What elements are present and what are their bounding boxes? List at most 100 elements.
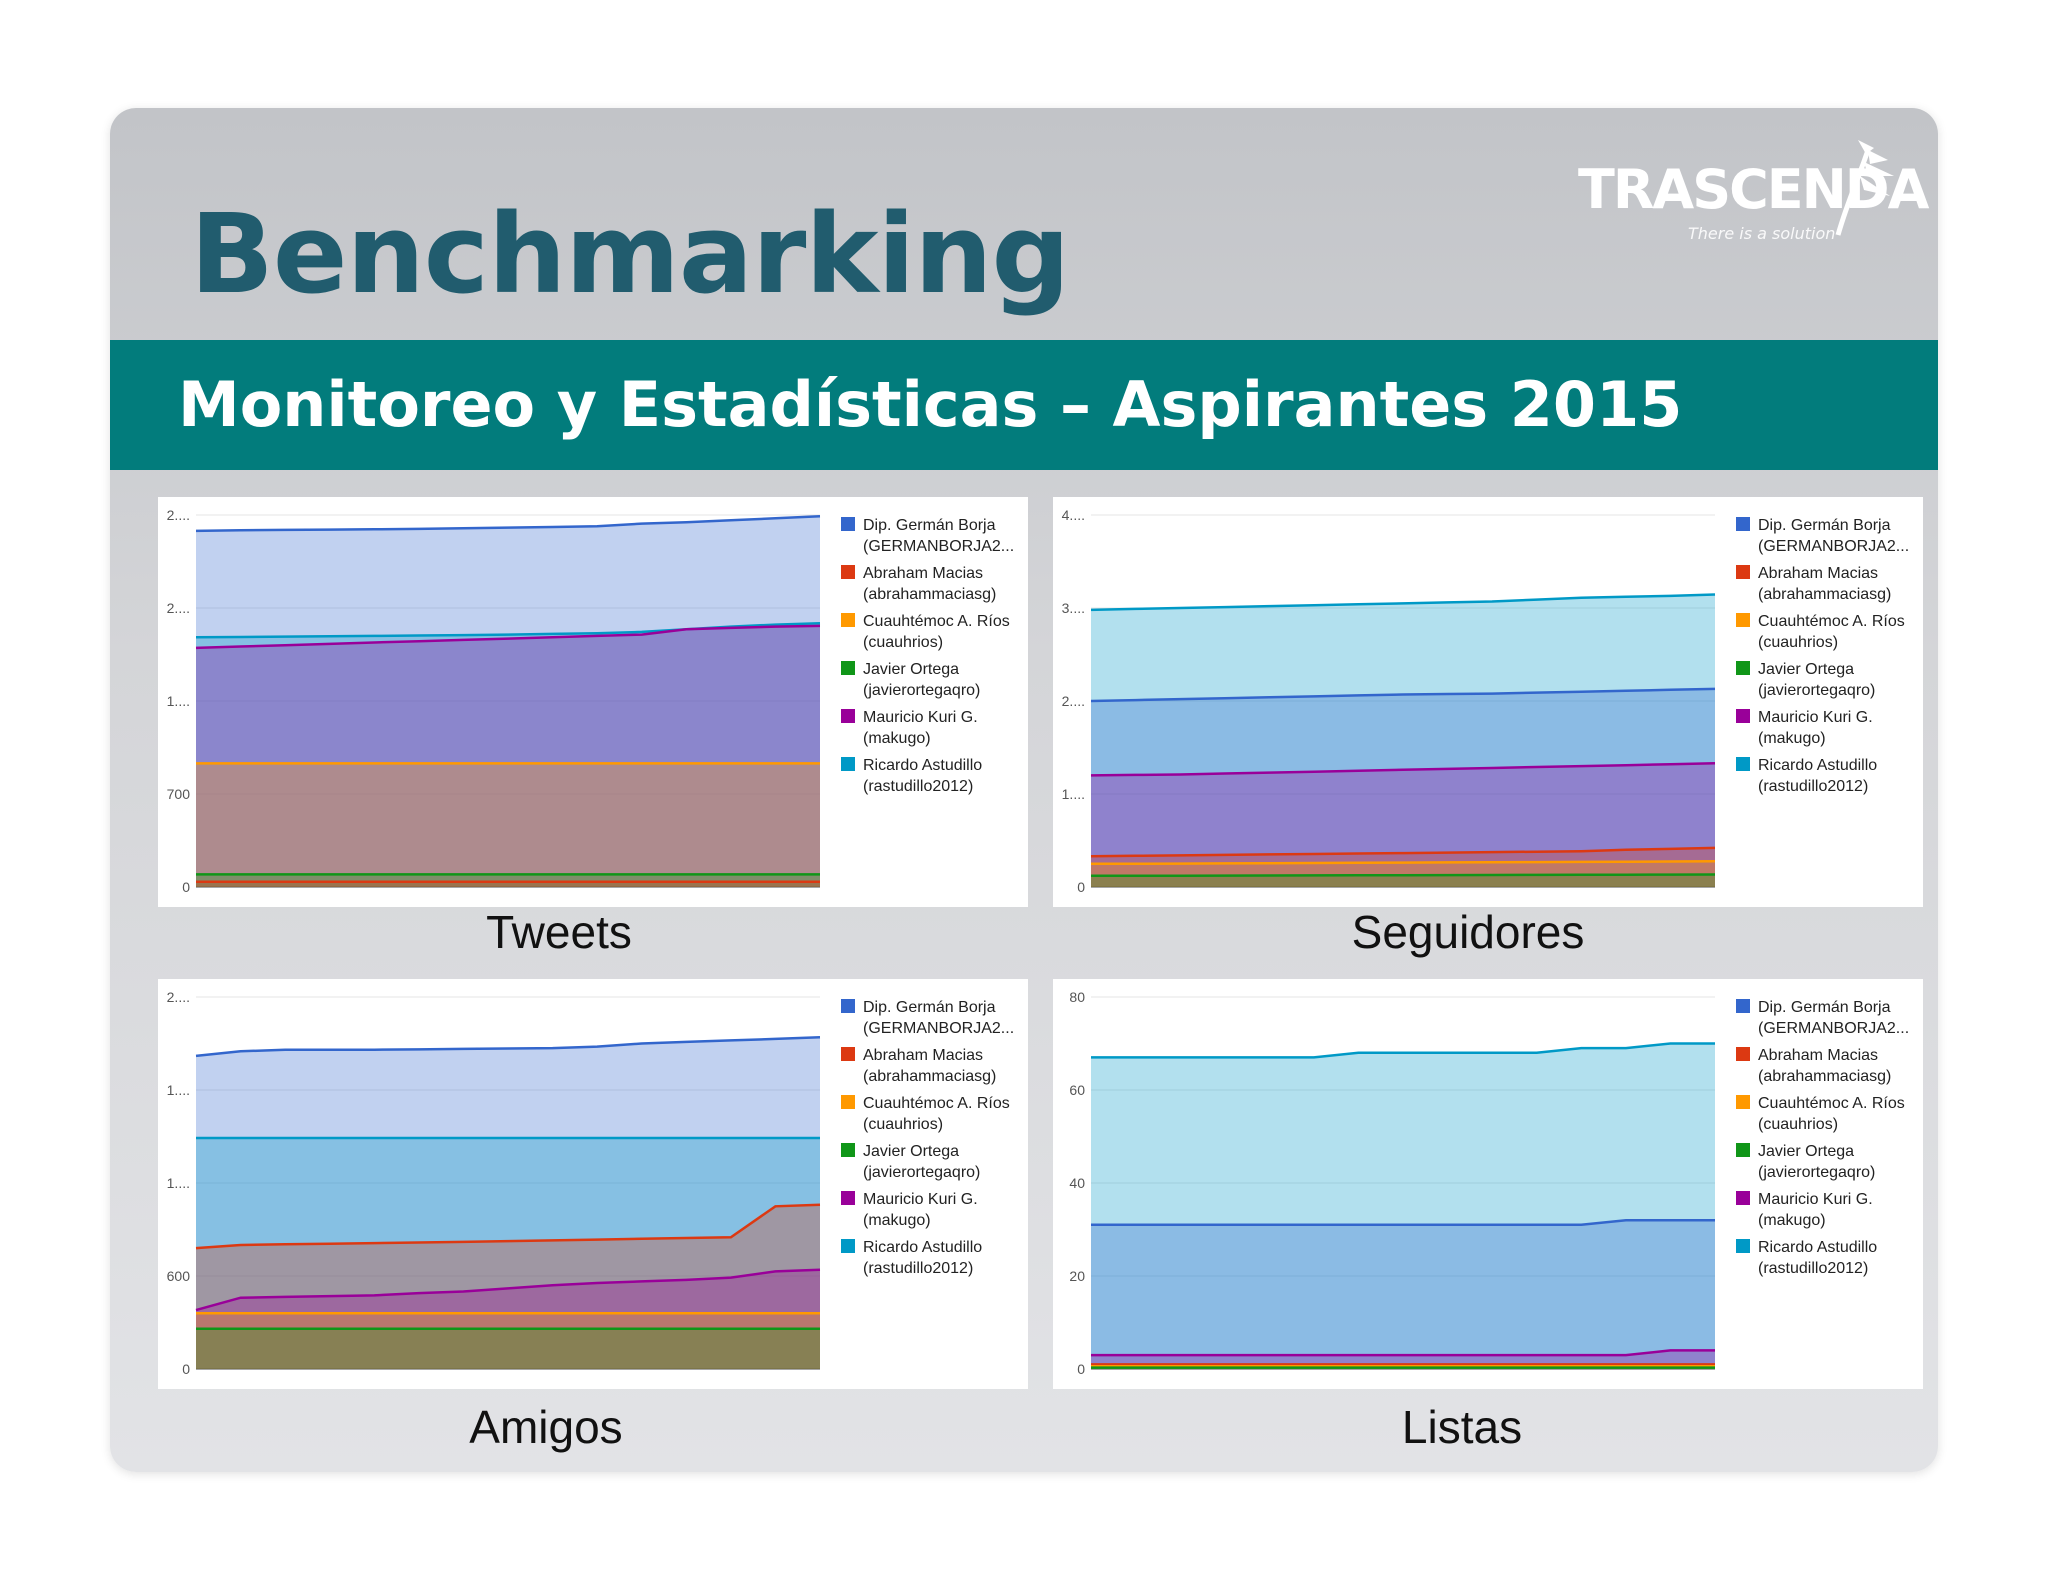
- logo-text: TRASCENDA: [1578, 158, 1929, 221]
- logo-tagline: There is a solution: [1688, 224, 1836, 243]
- legend-label: Dip. Germán Borja: [863, 517, 996, 534]
- legend-label: Abraham Macias: [863, 1047, 983, 1064]
- area-dip-german-borja: [1091, 688, 1715, 887]
- line-ricardo-astudillo: [1090, 593, 1716, 612]
- line-abraham-macias: [1090, 846, 1716, 858]
- area-dip-german-borja: [196, 516, 820, 887]
- legend-sublabel: (cuauhrios): [1758, 1116, 1838, 1133]
- legend-sublabel: (makugo): [1758, 730, 1826, 747]
- y-tick-label: 2....: [167, 989, 190, 1005]
- legend-sublabel: (cuauhrios): [1758, 634, 1838, 651]
- chart-panel-seguidores: 0 1.... 2.... 3.... 4.... Dip. Germán Borja (G…: [1053, 497, 1923, 907]
- area-abraham-macias: [1091, 847, 1715, 887]
- legend-sublabel: (javierortegaqro): [863, 682, 980, 699]
- area-mauricio-kuri-g: [196, 625, 820, 887]
- area-mauricio-kuri-g: [1091, 763, 1715, 887]
- legend-label: Abraham Macias: [1758, 1047, 1878, 1064]
- chart-caption-seguidores: Seguidores: [1351, 906, 1585, 958]
- legend-swatch: [1736, 999, 1750, 1013]
- trascenda-logo: TRASCENDA There is a solution: [1578, 140, 1929, 250]
- y-tick-label: 60: [1069, 1082, 1085, 1098]
- line-dip-german-borja: [1091, 1218, 1715, 1227]
- legend-sublabel: (javierortegaqro): [1758, 682, 1875, 699]
- y-tick-label: 0: [1077, 1361, 1085, 1377]
- y-tick-label: 1....: [167, 693, 190, 709]
- legend-swatch: [841, 757, 855, 771]
- legend-sublabel: (abrahammaciasg): [863, 1068, 996, 1085]
- legend-label: Javier Ortega: [1758, 661, 1854, 678]
- legend-swatch: [1736, 1143, 1750, 1157]
- page-title: Benchmarking: [190, 190, 1070, 318]
- legend-label: Ricardo Astudillo: [863, 757, 982, 774]
- legend-sublabel: (GERMANBORJA2...: [1758, 1020, 1909, 1037]
- y-tick-label: 0: [182, 879, 190, 895]
- legend-label: Dip. Germán Borja: [863, 999, 996, 1016]
- legend-sublabel: (GERMANBORJA2...: [863, 1020, 1014, 1037]
- area-ricardo-astudillo: [1091, 1043, 1715, 1369]
- legend-sublabel: (rastudillo2012): [863, 1260, 973, 1277]
- chart-listas: 0 20 40 60 80 Dip. Germán Borja (GERMANBORJA2.…: [1069, 989, 1909, 1377]
- legend-sublabel: (abrahammaciasg): [1758, 586, 1891, 603]
- line-mauricio-kuri-g: [1090, 762, 1716, 777]
- legend-sublabel: (makugo): [863, 730, 931, 747]
- legend-label: Ricardo Astudillo: [1758, 1239, 1877, 1256]
- y-tick-label: 2....: [167, 600, 190, 616]
- line-mauricio-kuri-g: [195, 624, 821, 650]
- legend-swatch: [841, 709, 855, 723]
- legend-sublabel: (GERMANBORJA2...: [1758, 538, 1909, 555]
- line-dip-german-borja: [195, 1036, 821, 1058]
- line-javier-ortega: [1090, 873, 1716, 878]
- legend-label: Ricardo Astudillo: [1758, 757, 1877, 774]
- line-mauricio-kuri-g: [1091, 1349, 1715, 1357]
- y-tick-label: 700: [167, 786, 191, 802]
- legend-label: Mauricio Kuri G.: [1758, 1191, 1873, 1208]
- legend-swatch: [1736, 661, 1750, 675]
- y-tick-label: 80: [1069, 989, 1085, 1005]
- line-dip-german-borja: [195, 515, 821, 533]
- legend-label: Javier Ortega: [863, 661, 959, 678]
- legend-swatch: [1736, 1239, 1750, 1253]
- legend-sublabel: (abrahammaciasg): [863, 586, 996, 603]
- legend-sublabel: (GERMANBORJA2...: [863, 538, 1014, 555]
- legend-label: Mauricio Kuri G.: [863, 709, 978, 726]
- chart-seguidores: 0 1.... 2.... 3.... 4.... Dip. Germán Borja (G…: [1062, 507, 1910, 895]
- legend-swatch: [841, 1143, 855, 1157]
- legend-label: Cuauhtémoc A. Ríos: [1758, 1095, 1905, 1112]
- legend-sublabel: (rastudillo2012): [1758, 778, 1868, 795]
- legend-swatch: [1736, 1095, 1750, 1109]
- legend-label: Mauricio Kuri G.: [863, 1191, 978, 1208]
- legend-sublabel: (rastudillo2012): [1758, 1260, 1868, 1277]
- legend-sublabel: (makugo): [1758, 1212, 1826, 1229]
- legend-swatch: [1736, 565, 1750, 579]
- legend-sublabel: (cuauhrios): [863, 634, 943, 651]
- legend-sublabel: (rastudillo2012): [863, 778, 973, 795]
- legend-label: Javier Ortega: [863, 1143, 959, 1160]
- legend-swatch: [841, 517, 855, 531]
- legend-swatch: [1736, 1191, 1750, 1205]
- y-tick-label: 3....: [1062, 600, 1085, 616]
- legend-sublabel: (abrahammaciasg): [1758, 1068, 1891, 1085]
- y-tick-label: 1....: [167, 1175, 190, 1191]
- area-mauricio-kuri-g: [196, 1269, 820, 1369]
- y-tick-label: 2....: [1062, 693, 1085, 709]
- legend-swatch: [1736, 757, 1750, 771]
- area-cuauhtemoc-a-rios: [196, 763, 820, 887]
- legend-label: Cuauhtémoc A. Ríos: [1758, 613, 1905, 630]
- line-abraham-macias: [195, 1203, 821, 1250]
- line-mauricio-kuri-g: [195, 1268, 821, 1312]
- legend-swatch: [841, 1047, 855, 1061]
- legend-swatch: [1736, 1047, 1750, 1061]
- area-dip-german-borja: [1091, 1220, 1715, 1369]
- legend-sublabel: (makugo): [863, 1212, 931, 1229]
- legend-swatch: [841, 1095, 855, 1109]
- y-tick-label: 1....: [1062, 786, 1085, 802]
- line-ricardo-astudillo: [1091, 1042, 1715, 1059]
- legend-label: Dip. Germán Borja: [1758, 999, 1891, 1016]
- area-javier-ortega: [196, 1328, 820, 1369]
- page-subtitle: Monitoreo y Estadísticas – Aspirantes 20…: [178, 368, 1683, 441]
- legend-label: Dip. Germán Borja: [1758, 517, 1891, 534]
- area-ricardo-astudillo: [196, 1138, 820, 1369]
- area-ricardo-astudillo: [196, 623, 820, 887]
- legend-swatch: [841, 613, 855, 627]
- chart-caption-listas: Listas: [1401, 1401, 1523, 1453]
